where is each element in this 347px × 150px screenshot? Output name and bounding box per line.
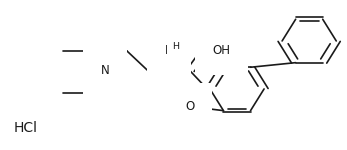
Text: HCl: HCl (14, 120, 38, 135)
Text: N: N (164, 45, 174, 57)
Text: N: N (101, 64, 110, 77)
Text: OH: OH (212, 45, 230, 57)
Text: H: H (172, 42, 179, 51)
Text: O: O (186, 100, 195, 113)
